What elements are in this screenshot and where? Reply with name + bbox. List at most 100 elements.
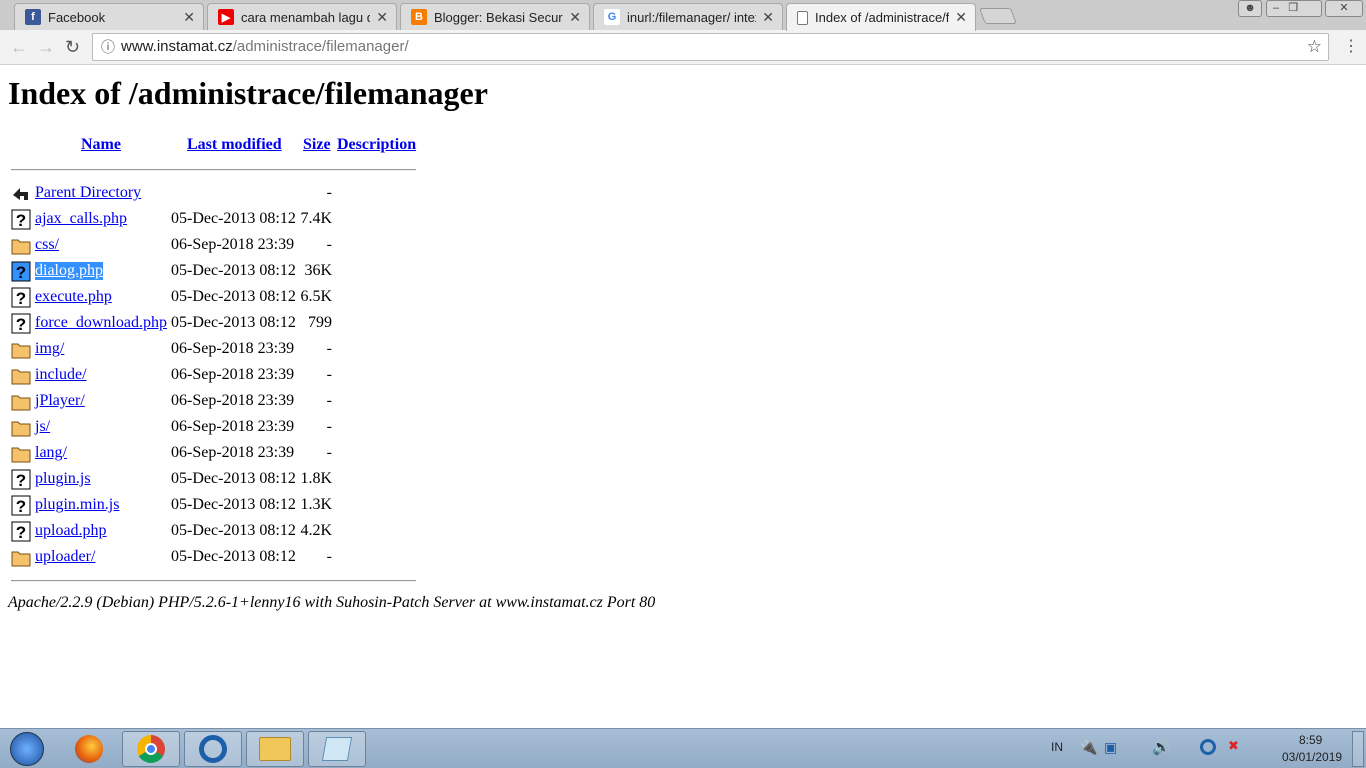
- minimize-button[interactable]: – ❐: [1266, 0, 1322, 17]
- new-tab-button[interactable]: [979, 8, 1017, 24]
- chrome-taskbar-button[interactable]: [122, 731, 180, 767]
- back-arrow-icon: [13, 188, 28, 200]
- file-link[interactable]: ajax_calls.php: [35, 210, 127, 227]
- tab-title: Index of /administrace/fil: [815, 10, 950, 25]
- tab[interactable]: B Blogger: Bekasi Security I ✕: [400, 3, 590, 30]
- close-tab-icon[interactable]: ✕: [955, 9, 967, 25]
- table-row: jPlayer/06-Sep-2018 23:39 -: [11, 389, 431, 413]
- folder-icon: [11, 551, 31, 567]
- tab-title: Blogger: Bekasi Security I: [434, 9, 563, 25]
- last-modified: 05-Dec-2013 08:12: [171, 496, 296, 513]
- folder-icon: [11, 239, 31, 255]
- table-row: uploader/05-Dec-2013 08:12 -: [11, 545, 431, 569]
- last-modified: 05-Dec-2013 08:12: [171, 288, 296, 305]
- svg-text:?: ?: [16, 289, 26, 308]
- file-size: -: [326, 366, 332, 383]
- url-host: www.instamat.cz: [121, 38, 233, 55]
- svg-text:?: ?: [16, 263, 26, 282]
- forward-button[interactable]: →: [37, 37, 55, 57]
- tab[interactable]: f Facebook ✕: [14, 3, 204, 30]
- app-taskbar-button[interactable]: [184, 731, 242, 767]
- unknown-file-icon: ?: [11, 469, 31, 490]
- close-tab-icon[interactable]: ✕: [569, 8, 581, 25]
- info-icon[interactable]: ⓘ: [101, 39, 115, 55]
- tab-title: cara menambah lagu di b: [241, 9, 370, 25]
- firefox-taskbar-button[interactable]: [60, 731, 118, 767]
- file-link[interactable]: upload.php: [35, 522, 107, 539]
- start-button[interactable]: [2, 731, 52, 767]
- volume-icon[interactable]: 🔊: [1152, 739, 1171, 756]
- file-link[interactable]: dialog.php: [35, 262, 103, 280]
- last-modified: 06-Sep-2018 23:39: [171, 236, 295, 253]
- address-bar[interactable]: ⓘ www.instamat.cz/administrace/filemanag…: [92, 33, 1329, 61]
- power-alert-icon[interactable]: ✖: [1228, 738, 1239, 753]
- table-row: ? plugin.js 05-Dec-2013 08:12 1.8K: [11, 467, 431, 491]
- last-modified: 05-Dec-2013 08:12: [171, 262, 296, 279]
- last-modified: 05-Dec-2013 08:12: [171, 314, 296, 331]
- profile-button[interactable]: ☻: [1238, 0, 1262, 17]
- reload-button[interactable]: ↻: [65, 37, 81, 57]
- file-link[interactable]: lang/: [35, 444, 67, 461]
- messenger-icon[interactable]: ▣: [1104, 739, 1118, 755]
- google-icon: G: [604, 9, 620, 25]
- clock-time[interactable]: 8:59: [1299, 733, 1323, 747]
- svg-text:?: ?: [16, 315, 26, 334]
- close-tab-icon[interactable]: ✕: [376, 8, 388, 25]
- last-modified: 06-Sep-2018 23:39: [171, 366, 295, 383]
- back-button[interactable]: ←: [10, 37, 28, 57]
- page-content: Index of /administrace/filemanager Name …: [0, 66, 1366, 728]
- file-size: 36K: [304, 262, 332, 279]
- table-row: ? force_download.php 05-Dec-2013 08:12 799: [11, 311, 431, 335]
- svg-text:?: ?: [16, 471, 26, 490]
- tab[interactable]: Index of /administrace/fil ✕: [786, 3, 976, 31]
- svg-text:?: ?: [16, 497, 26, 516]
- sort-description-link[interactable]: Description: [337, 136, 417, 153]
- unknown-file-icon: ?: [11, 287, 31, 308]
- clock-date[interactable]: 03/01/2019: [1282, 750, 1343, 764]
- tab[interactable]: ▶ cara menambah lagu di b ✕: [207, 3, 397, 30]
- file-link[interactable]: jPlayer/: [35, 392, 85, 409]
- youtube-icon: ▶: [218, 9, 234, 25]
- facebook-icon: f: [25, 9, 41, 25]
- table-row: ? ajax_calls.php 05-Dec-2013 08:12 7.4K: [11, 207, 431, 231]
- sort-name-link[interactable]: Name: [81, 136, 121, 153]
- language-indicator[interactable]: IN: [1051, 740, 1063, 754]
- table-row: ? plugin.min.js 05-Dec-2013 08:12 1.3K: [11, 493, 431, 517]
- file-size: -: [326, 392, 332, 409]
- explorer-taskbar-button[interactable]: [246, 731, 304, 767]
- file-link[interactable]: execute.php: [35, 288, 112, 305]
- file-link[interactable]: css/: [35, 236, 59, 253]
- folder-icon: [11, 447, 31, 463]
- close-tab-icon[interactable]: ✕: [762, 8, 774, 25]
- bookmark-star-icon[interactable]: ☆: [1306, 37, 1322, 56]
- file-link[interactable]: plugin.min.js: [35, 496, 120, 513]
- sort-size-link[interactable]: Size: [303, 136, 331, 153]
- notepad-taskbar-button[interactable]: [308, 731, 366, 767]
- toolbar: ← → ↻ ⓘ www.instamat.cz/administrace/fil…: [0, 30, 1366, 65]
- unknown-file-icon: ?: [11, 261, 31, 282]
- table-row: include/06-Sep-2018 23:39 -: [11, 363, 431, 387]
- file-link[interactable]: plugin.js: [35, 470, 91, 487]
- unknown-file-icon: ?: [11, 209, 31, 230]
- show-desktop-button[interactable]: [1352, 731, 1364, 767]
- file-link[interactable]: img/: [35, 340, 65, 357]
- folder-icon: [11, 421, 31, 437]
- page-title: Index of /administrace/filemanager: [8, 75, 488, 111]
- last-modified: 06-Sep-2018 23:39: [171, 392, 295, 409]
- last-modified: 05-Dec-2013 08:12: [171, 522, 296, 539]
- file-link[interactable]: js/: [35, 418, 51, 435]
- file-size: 1.3K: [300, 496, 332, 513]
- network-icon[interactable]: 🔌: [1080, 739, 1098, 755]
- sort-modified-link[interactable]: Last modified: [187, 136, 282, 153]
- sync-icon[interactable]: [1200, 739, 1216, 755]
- file-link[interactable]: force_download.php: [35, 314, 167, 331]
- file-link[interactable]: include/: [35, 366, 87, 383]
- close-tab-icon[interactable]: ✕: [183, 8, 195, 25]
- page-icon: [797, 10, 808, 25]
- close-window-button[interactable]: ✕: [1325, 0, 1363, 17]
- svg-text:?: ?: [16, 523, 26, 542]
- file-link[interactable]: Parent Directory: [35, 184, 142, 201]
- menu-icon[interactable]: ⋮: [1343, 38, 1359, 55]
- file-link[interactable]: uploader/: [35, 548, 96, 565]
